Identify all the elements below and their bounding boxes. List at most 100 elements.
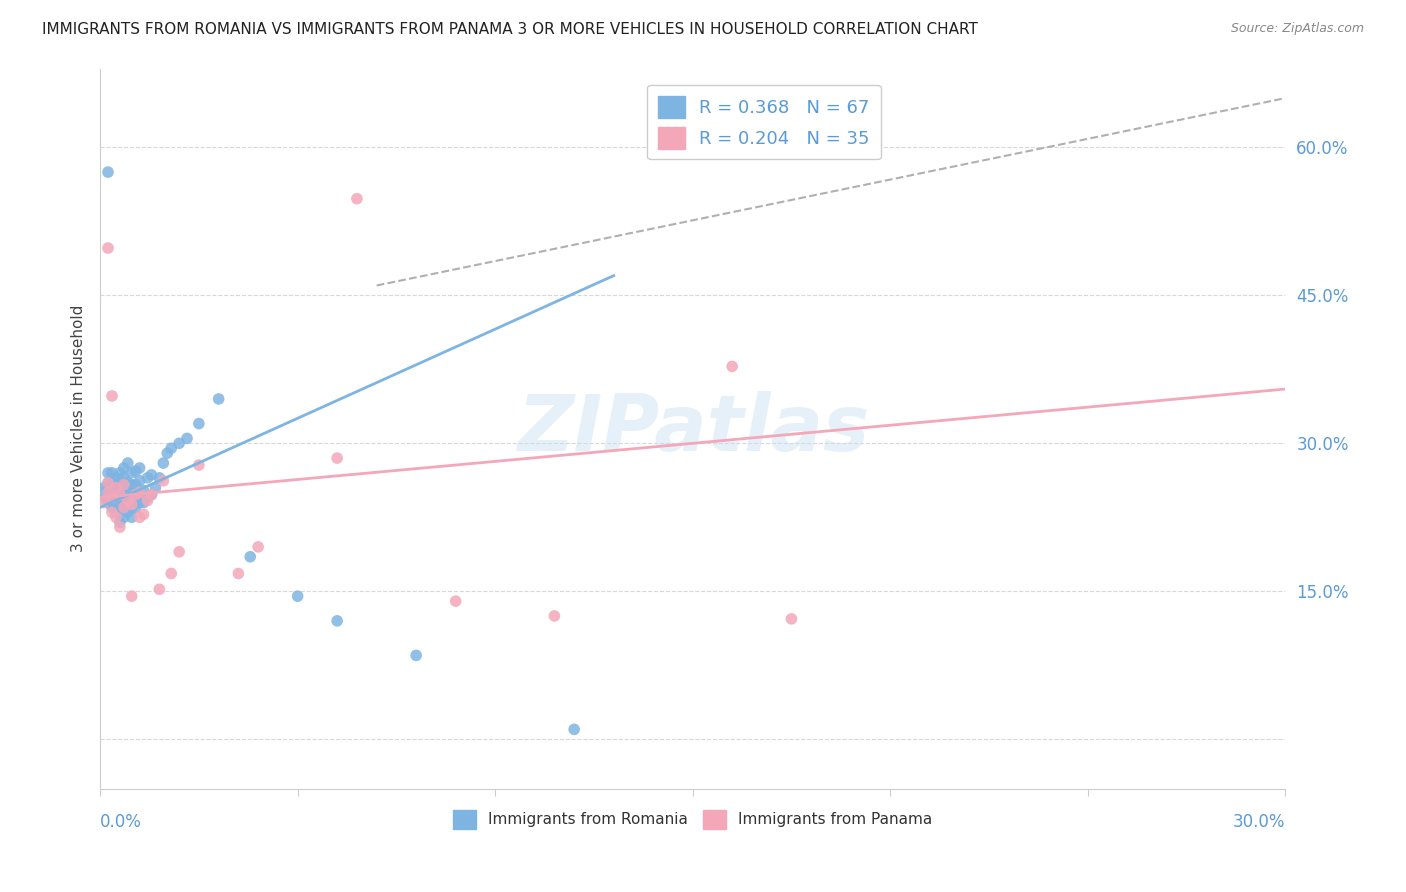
- Point: [117, 485, 139, 500]
- Point: [117, 495, 139, 509]
- Point: [141, 487, 163, 501]
- Point: [136, 471, 159, 485]
- Point: [101, 500, 124, 515]
- Point: [145, 481, 167, 495]
- Point: [128, 485, 150, 500]
- Point: [108, 491, 131, 505]
- Point: [562, 723, 585, 737]
- Legend: Immigrants from Romania, Immigrants from Panama: Immigrants from Romania, Immigrants from…: [447, 804, 939, 835]
- Point: [117, 505, 139, 519]
- Point: [121, 498, 143, 512]
- Point: [148, 471, 170, 485]
- Point: [228, 566, 250, 581]
- Text: IMMIGRANTS FROM ROMANIA VS IMMIGRANTS FROM PANAMA 3 OR MORE VEHICLES IN HOUSEHOL: IMMIGRANTS FROM ROMANIA VS IMMIGRANTS FR…: [42, 22, 979, 37]
- Point: [112, 477, 135, 491]
- Point: [101, 481, 124, 495]
- Point: [108, 487, 131, 501]
- Point: [101, 505, 124, 519]
- Point: [97, 241, 120, 255]
- Point: [101, 491, 124, 505]
- Point: [132, 508, 155, 522]
- Point: [101, 389, 124, 403]
- Point: [108, 481, 131, 495]
- Point: [176, 431, 198, 445]
- Point: [132, 495, 155, 509]
- Point: [167, 545, 190, 559]
- Point: [152, 456, 174, 470]
- Point: [444, 594, 467, 608]
- Point: [247, 540, 270, 554]
- Point: [148, 582, 170, 597]
- Point: [128, 474, 150, 488]
- Point: [121, 487, 143, 501]
- Point: [160, 566, 183, 581]
- Point: [121, 500, 143, 515]
- Point: [128, 510, 150, 524]
- Point: [208, 392, 231, 406]
- Point: [721, 359, 744, 374]
- Point: [101, 491, 124, 505]
- Point: [97, 495, 120, 509]
- Point: [112, 471, 135, 485]
- Point: [326, 614, 349, 628]
- Text: Source: ZipAtlas.com: Source: ZipAtlas.com: [1230, 22, 1364, 36]
- Text: 0.0%: 0.0%: [100, 814, 142, 831]
- Point: [125, 491, 148, 505]
- Point: [108, 500, 131, 515]
- Point: [112, 461, 135, 475]
- Point: [97, 475, 120, 490]
- Y-axis label: 3 or more Vehicles in Household: 3 or more Vehicles in Household: [72, 305, 86, 552]
- Point: [108, 520, 131, 534]
- Point: [117, 493, 139, 508]
- Point: [128, 461, 150, 475]
- Point: [108, 475, 131, 490]
- Point: [97, 466, 120, 480]
- Point: [287, 589, 309, 603]
- Point: [128, 495, 150, 509]
- Point: [108, 466, 131, 480]
- Point: [543, 608, 565, 623]
- Point: [125, 477, 148, 491]
- Point: [125, 487, 148, 501]
- Point: [156, 446, 179, 460]
- Point: [93, 491, 115, 505]
- Point: [104, 505, 127, 519]
- Point: [104, 481, 127, 495]
- Point: [136, 491, 159, 505]
- Point: [93, 495, 115, 509]
- Point: [104, 471, 127, 485]
- Point: [326, 451, 349, 466]
- Point: [167, 436, 190, 450]
- Point: [121, 477, 143, 491]
- Point: [239, 549, 262, 564]
- Point: [112, 510, 135, 524]
- Point: [104, 481, 127, 495]
- Point: [112, 500, 135, 515]
- Point: [125, 464, 148, 478]
- Point: [152, 474, 174, 488]
- Point: [117, 456, 139, 470]
- Point: [160, 442, 183, 456]
- Point: [141, 467, 163, 482]
- Point: [121, 510, 143, 524]
- Point: [405, 648, 427, 663]
- Point: [187, 458, 209, 472]
- Point: [121, 589, 143, 603]
- Point: [125, 500, 148, 515]
- Point: [136, 493, 159, 508]
- Point: [97, 485, 120, 500]
- Point: [101, 466, 124, 480]
- Point: [121, 466, 143, 480]
- Point: [117, 475, 139, 490]
- Point: [780, 612, 803, 626]
- Point: [104, 495, 127, 509]
- Point: [101, 475, 124, 490]
- Point: [132, 483, 155, 498]
- Point: [104, 510, 127, 524]
- Point: [112, 481, 135, 495]
- Point: [346, 192, 368, 206]
- Point: [97, 485, 120, 500]
- Point: [108, 515, 131, 529]
- Point: [93, 481, 115, 495]
- Point: [128, 485, 150, 500]
